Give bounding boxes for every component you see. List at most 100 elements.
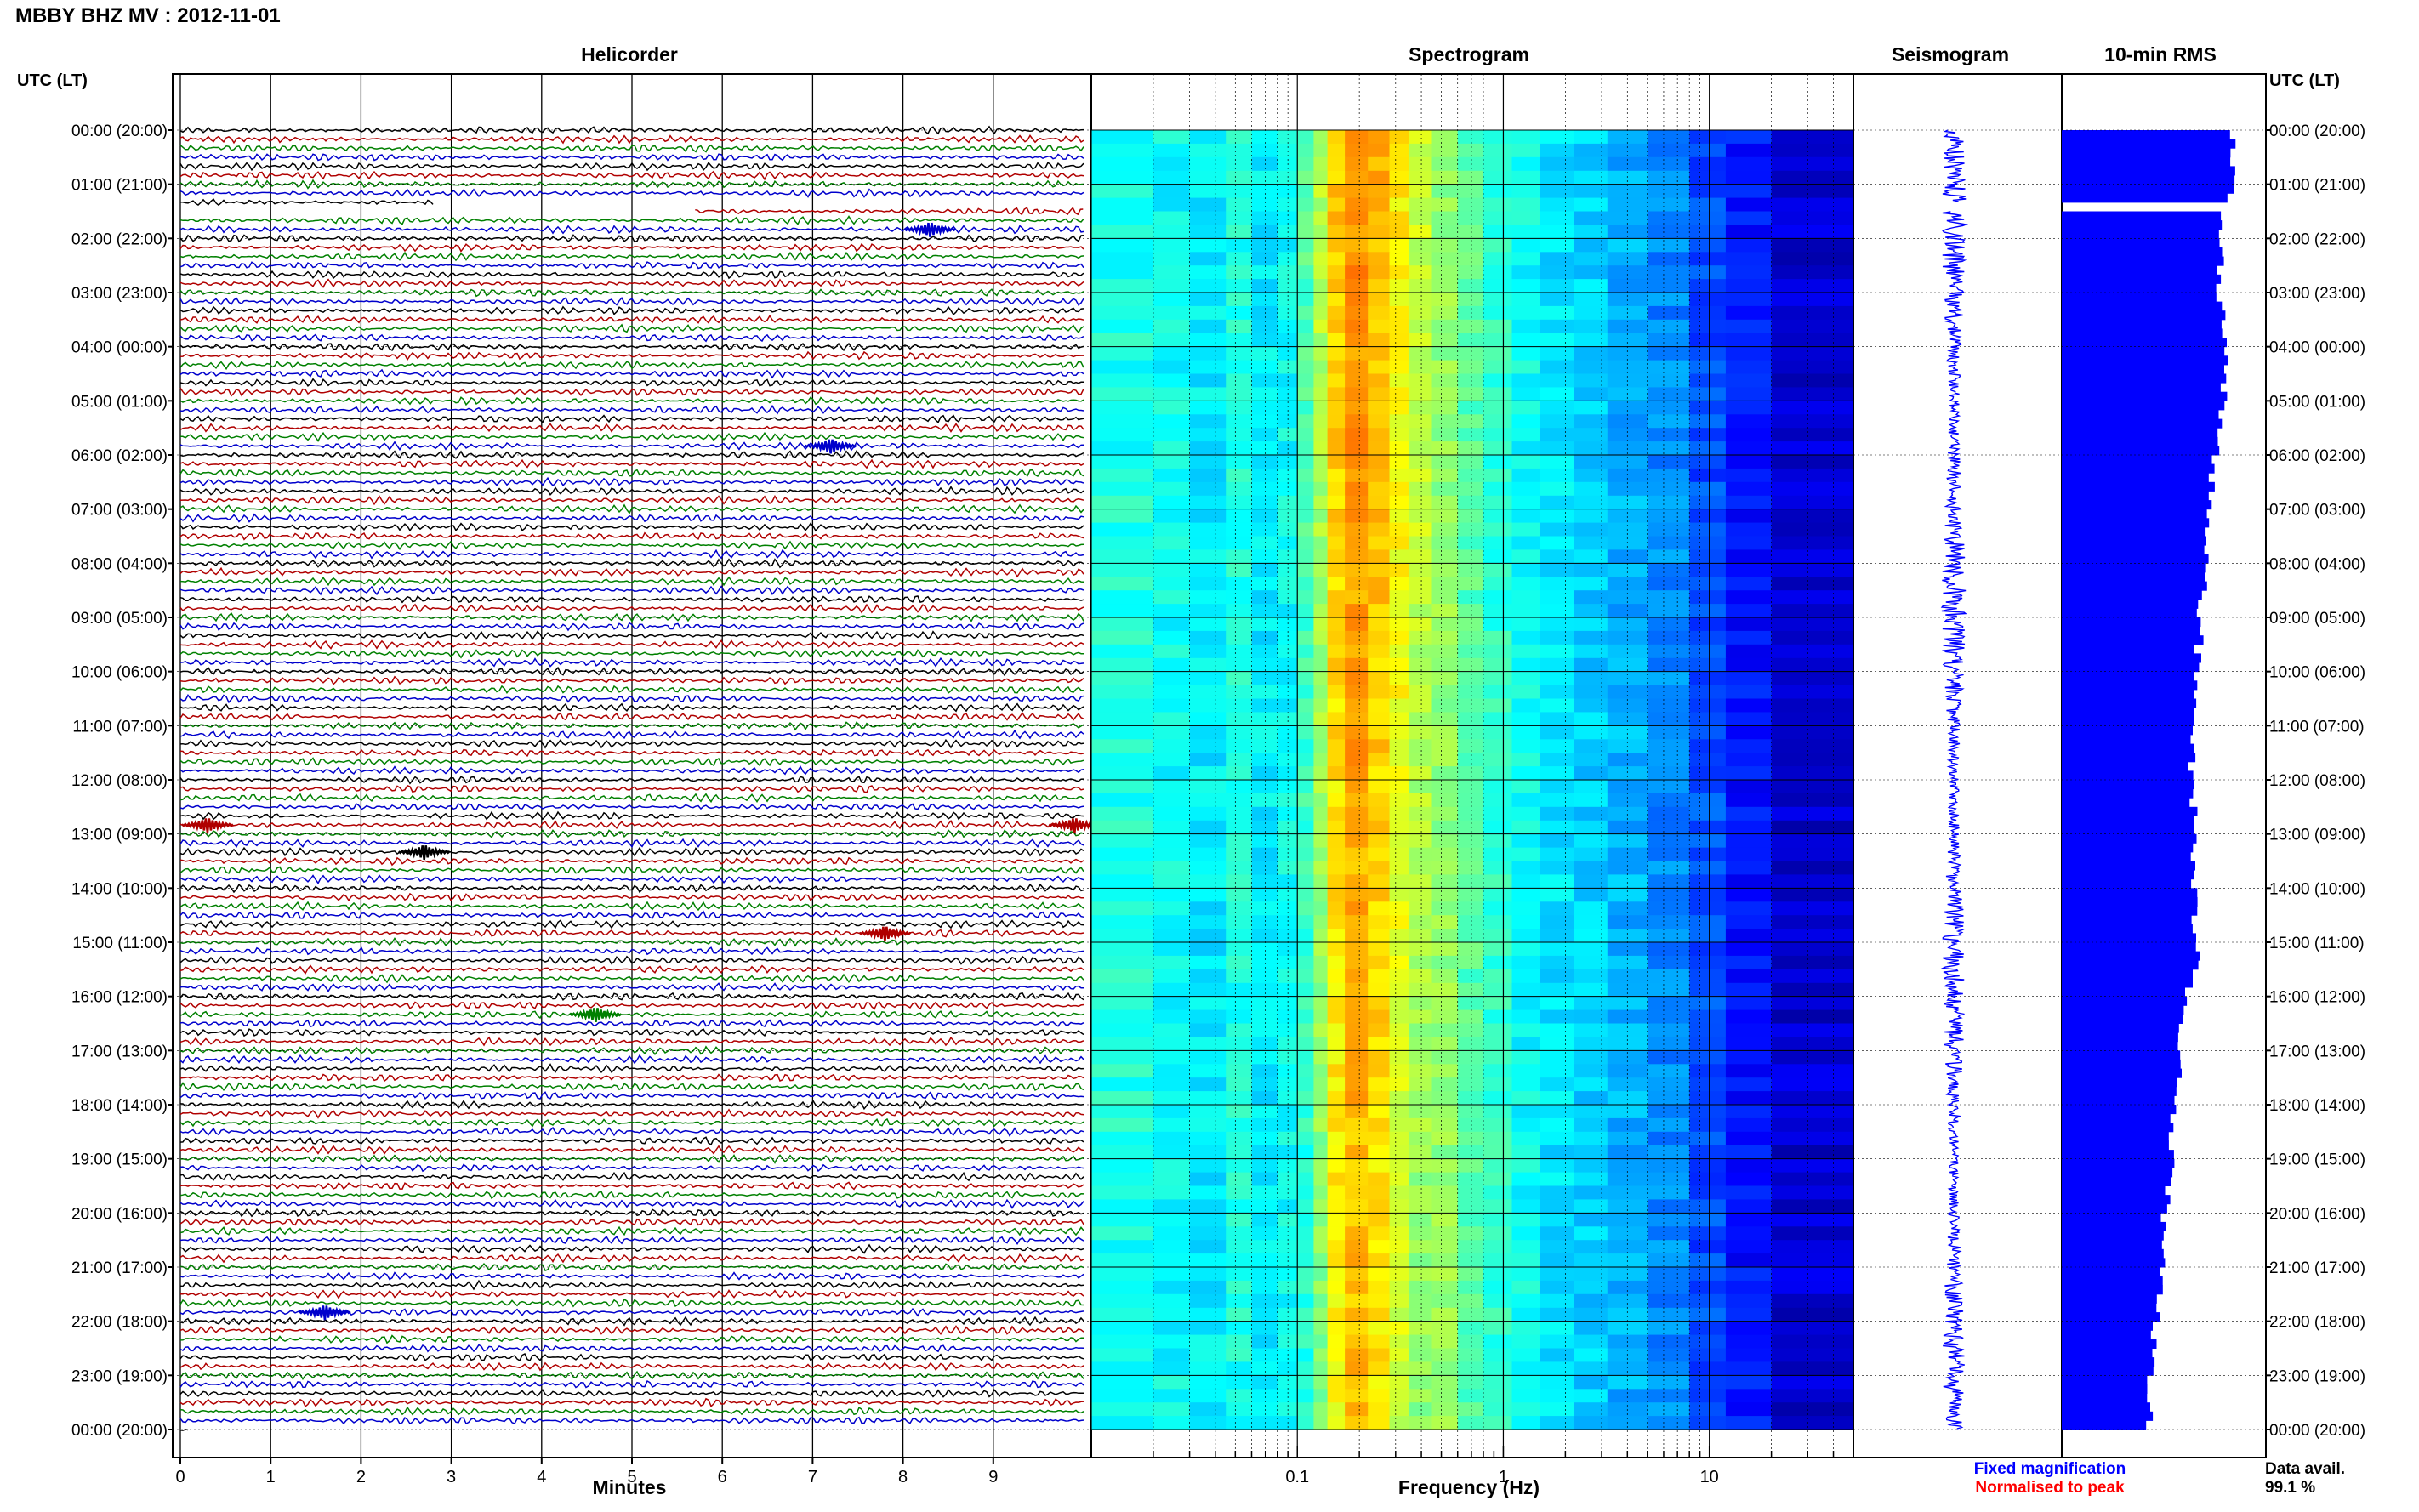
spectrogram-cell bbox=[1607, 1158, 1648, 1174]
spectrogram-cell bbox=[1345, 1375, 1369, 1390]
spectrogram-cell bbox=[1226, 644, 1253, 659]
spectrogram-cell bbox=[1431, 238, 1459, 253]
spectrogram-cell bbox=[1431, 1145, 1459, 1160]
spectrogram-cell bbox=[1574, 279, 1608, 293]
spectrogram-cell bbox=[1483, 197, 1513, 213]
spectrogram-cell bbox=[1540, 293, 1574, 307]
spectrogram-cell bbox=[1689, 211, 1727, 225]
spectrogram-cell bbox=[1540, 1334, 1574, 1350]
helicorder-trace bbox=[179, 476, 1084, 487]
rms-bar bbox=[2062, 1185, 2166, 1196]
spectrogram-cell bbox=[1091, 1253, 1154, 1268]
spectrogram-cell bbox=[1457, 712, 1484, 726]
helicorder-trace bbox=[179, 946, 1084, 956]
spectrogram-cell bbox=[1153, 1158, 1191, 1174]
spectrogram-cell bbox=[1725, 1416, 1773, 1430]
spectrogram-cell bbox=[1277, 780, 1298, 794]
spectrogram-cell bbox=[1297, 428, 1314, 442]
spectrogram-cell bbox=[1277, 333, 1298, 348]
rms-bar bbox=[2062, 175, 2235, 185]
spectrogram-cell bbox=[1689, 1240, 1727, 1254]
spectrogram-cell bbox=[1771, 536, 1854, 550]
spectrogram-cell bbox=[1368, 1375, 1391, 1390]
spectrogram-cell bbox=[1226, 1145, 1253, 1160]
spectrogram-cell bbox=[1725, 1361, 1773, 1376]
spectrogram-cell bbox=[1540, 739, 1574, 753]
spectrogram-cell bbox=[1483, 657, 1513, 673]
spectrogram-cell bbox=[1457, 563, 1484, 577]
spectrogram-cell bbox=[1297, 793, 1314, 808]
spectrogram-cell bbox=[1771, 360, 1854, 375]
helicorder-trace bbox=[179, 531, 1084, 541]
left-time-tick-label: 15:00 (11:00) bbox=[72, 935, 168, 952]
spectrogram-cell bbox=[1771, 739, 1854, 753]
spectrogram-cell bbox=[1457, 698, 1484, 713]
helicorder-trace bbox=[695, 207, 1084, 216]
spectrogram-cell bbox=[1483, 766, 1513, 781]
spectrogram-cell bbox=[1368, 806, 1391, 821]
spectrogram-cell bbox=[1327, 1199, 1346, 1214]
spectrogram-cell bbox=[1483, 739, 1513, 753]
helicorder-trace bbox=[179, 919, 1084, 929]
spectrogram-cell bbox=[1091, 1361, 1154, 1376]
spectrogram-cell bbox=[1313, 617, 1329, 632]
spectrogram-cell bbox=[1251, 293, 1278, 307]
spectrogram-cell bbox=[1409, 780, 1432, 794]
spectrogram-cell bbox=[1226, 333, 1253, 348]
spectrogram-cell bbox=[1409, 1213, 1432, 1227]
spectrogram-cell bbox=[1540, 969, 1574, 984]
spectrogram-cell bbox=[1297, 590, 1314, 605]
rms-bar bbox=[2062, 942, 2196, 952]
spectrogram-cell bbox=[1189, 1280, 1227, 1295]
spectrogram-cell bbox=[1689, 549, 1727, 564]
spectrogram-cell bbox=[1689, 644, 1727, 659]
spectrogram-cell bbox=[1368, 1267, 1391, 1282]
spectrogram-cell bbox=[1574, 563, 1608, 577]
spectrogram-cell bbox=[1313, 725, 1329, 740]
spectrogram-cell bbox=[1153, 197, 1191, 213]
spectrogram-cell bbox=[1368, 1293, 1391, 1309]
spectrogram-cell bbox=[1431, 590, 1459, 605]
spectrogram-cell bbox=[1431, 1321, 1459, 1336]
spectrogram-cell bbox=[1431, 1416, 1459, 1430]
spectrogram-cell bbox=[1226, 1117, 1253, 1133]
spectrogram-cell bbox=[1153, 414, 1191, 429]
spectrogram-cell bbox=[1431, 617, 1459, 632]
spectrogram-cell bbox=[1511, 1307, 1540, 1322]
spectrogram-cell bbox=[1647, 1253, 1690, 1268]
spectrogram-cell bbox=[1431, 766, 1459, 781]
spectrogram-cell bbox=[1277, 1321, 1298, 1336]
spectrogram-cell bbox=[1251, 1240, 1278, 1254]
spectrogram-cell bbox=[1689, 265, 1727, 280]
spectrogram-frequency-tick-label: 10 bbox=[1700, 1468, 1719, 1486]
spectrogram-cell bbox=[1368, 1199, 1391, 1214]
spectrogram-cell bbox=[1409, 820, 1432, 835]
spectrogram-cell bbox=[1771, 861, 1854, 875]
spectrogram-cell bbox=[1327, 1077, 1346, 1092]
spectrogram-cell bbox=[1297, 536, 1314, 550]
spectrogram-cell bbox=[1251, 1226, 1278, 1241]
spectrogram-cell bbox=[1771, 1105, 1854, 1119]
spectrogram-cell bbox=[1368, 387, 1391, 401]
spectrogram-cell bbox=[1327, 1050, 1346, 1065]
spectrogram-cell bbox=[1540, 955, 1574, 970]
spectrogram-cell bbox=[1725, 387, 1773, 401]
spectrogram-cell bbox=[1771, 401, 1854, 415]
spectrogram-cell bbox=[1189, 1240, 1227, 1254]
spectrogram-cell bbox=[1725, 1117, 1773, 1133]
spectrogram-cell bbox=[1091, 644, 1154, 659]
spectrogram-cell bbox=[1389, 441, 1410, 456]
spectrogram-cell bbox=[1313, 901, 1329, 916]
spectrogram-cell bbox=[1457, 1172, 1484, 1187]
spectrogram-cell bbox=[1345, 955, 1369, 970]
spectrogram-cell bbox=[1457, 1389, 1484, 1403]
spectrogram-cell bbox=[1409, 319, 1432, 334]
helicorder-trace bbox=[179, 657, 1084, 668]
spectrogram-cell bbox=[1226, 861, 1253, 875]
spectrogram-cell bbox=[1689, 143, 1727, 158]
spectrogram-cell bbox=[1277, 563, 1298, 577]
helicorder-trace bbox=[179, 566, 1084, 578]
spectrogram-cell bbox=[1409, 901, 1432, 916]
spectrogram-cell bbox=[1153, 1077, 1191, 1092]
spectrogram-cell bbox=[1647, 1321, 1690, 1336]
